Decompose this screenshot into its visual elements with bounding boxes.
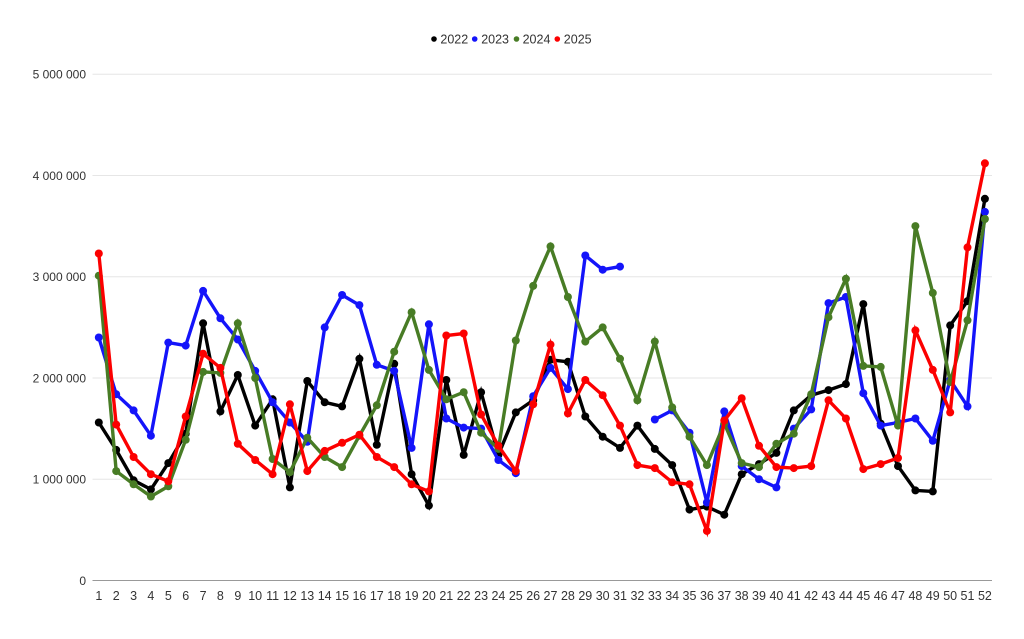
svg-text:30: 30 bbox=[596, 589, 610, 603]
svg-text:35: 35 bbox=[683, 589, 697, 603]
svg-text:22: 22 bbox=[457, 589, 471, 603]
svg-text:42: 42 bbox=[804, 589, 818, 603]
svg-text:0: 0 bbox=[79, 574, 86, 588]
svg-text:28: 28 bbox=[561, 589, 575, 603]
svg-text:21: 21 bbox=[439, 589, 453, 603]
svg-text:2023: 2023 bbox=[481, 33, 509, 47]
svg-text:15: 15 bbox=[335, 589, 349, 603]
svg-text:2022: 2022 bbox=[440, 33, 468, 47]
svg-text:9: 9 bbox=[234, 589, 241, 603]
svg-text:10: 10 bbox=[248, 589, 262, 603]
svg-text:44: 44 bbox=[839, 589, 853, 603]
svg-text:38: 38 bbox=[735, 589, 749, 603]
svg-text:5 000 000: 5 000 000 bbox=[33, 68, 87, 82]
svg-text:51: 51 bbox=[961, 589, 975, 603]
svg-text:45: 45 bbox=[856, 589, 870, 603]
svg-text:20: 20 bbox=[422, 589, 436, 603]
svg-text:50: 50 bbox=[943, 589, 957, 603]
svg-text:24: 24 bbox=[491, 589, 505, 603]
svg-text:47: 47 bbox=[891, 589, 905, 603]
svg-text:52: 52 bbox=[978, 589, 992, 603]
svg-text:2024: 2024 bbox=[523, 33, 551, 47]
svg-text:26: 26 bbox=[526, 589, 540, 603]
svg-text:5: 5 bbox=[165, 589, 172, 603]
svg-text:23: 23 bbox=[474, 589, 488, 603]
svg-text:4 000 000: 4 000 000 bbox=[33, 169, 87, 183]
svg-text:36: 36 bbox=[700, 589, 714, 603]
svg-text:1: 1 bbox=[95, 589, 102, 603]
svg-text:14: 14 bbox=[318, 589, 332, 603]
svg-text:3: 3 bbox=[130, 589, 137, 603]
svg-text:2025: 2025 bbox=[564, 33, 592, 47]
svg-text:33: 33 bbox=[648, 589, 662, 603]
svg-text:43: 43 bbox=[822, 589, 836, 603]
svg-text:13: 13 bbox=[300, 589, 314, 603]
svg-text:48: 48 bbox=[908, 589, 922, 603]
svg-text:4: 4 bbox=[147, 589, 154, 603]
svg-text:1 000 000: 1 000 000 bbox=[33, 473, 87, 487]
svg-text:12: 12 bbox=[283, 589, 297, 603]
svg-text:6: 6 bbox=[182, 589, 189, 603]
svg-text:39: 39 bbox=[752, 589, 766, 603]
svg-text:2 000 000: 2 000 000 bbox=[33, 371, 87, 385]
svg-text:29: 29 bbox=[578, 589, 592, 603]
svg-text:32: 32 bbox=[630, 589, 644, 603]
svg-text:46: 46 bbox=[874, 589, 888, 603]
svg-text:49: 49 bbox=[926, 589, 940, 603]
svg-text:8: 8 bbox=[217, 589, 224, 603]
svg-text:18: 18 bbox=[387, 589, 401, 603]
svg-text:40: 40 bbox=[769, 589, 783, 603]
svg-text:37: 37 bbox=[717, 589, 731, 603]
svg-text:25: 25 bbox=[509, 589, 523, 603]
svg-text:7: 7 bbox=[200, 589, 207, 603]
svg-text:3 000 000: 3 000 000 bbox=[33, 270, 87, 284]
svg-text:16: 16 bbox=[352, 589, 366, 603]
svg-text:2: 2 bbox=[113, 589, 120, 603]
svg-text:41: 41 bbox=[787, 589, 801, 603]
svg-text:27: 27 bbox=[544, 589, 558, 603]
svg-text:31: 31 bbox=[613, 589, 627, 603]
svg-text:34: 34 bbox=[665, 589, 679, 603]
svg-text:11: 11 bbox=[266, 589, 279, 603]
svg-text:17: 17 bbox=[370, 589, 384, 603]
svg-text:19: 19 bbox=[405, 589, 419, 603]
